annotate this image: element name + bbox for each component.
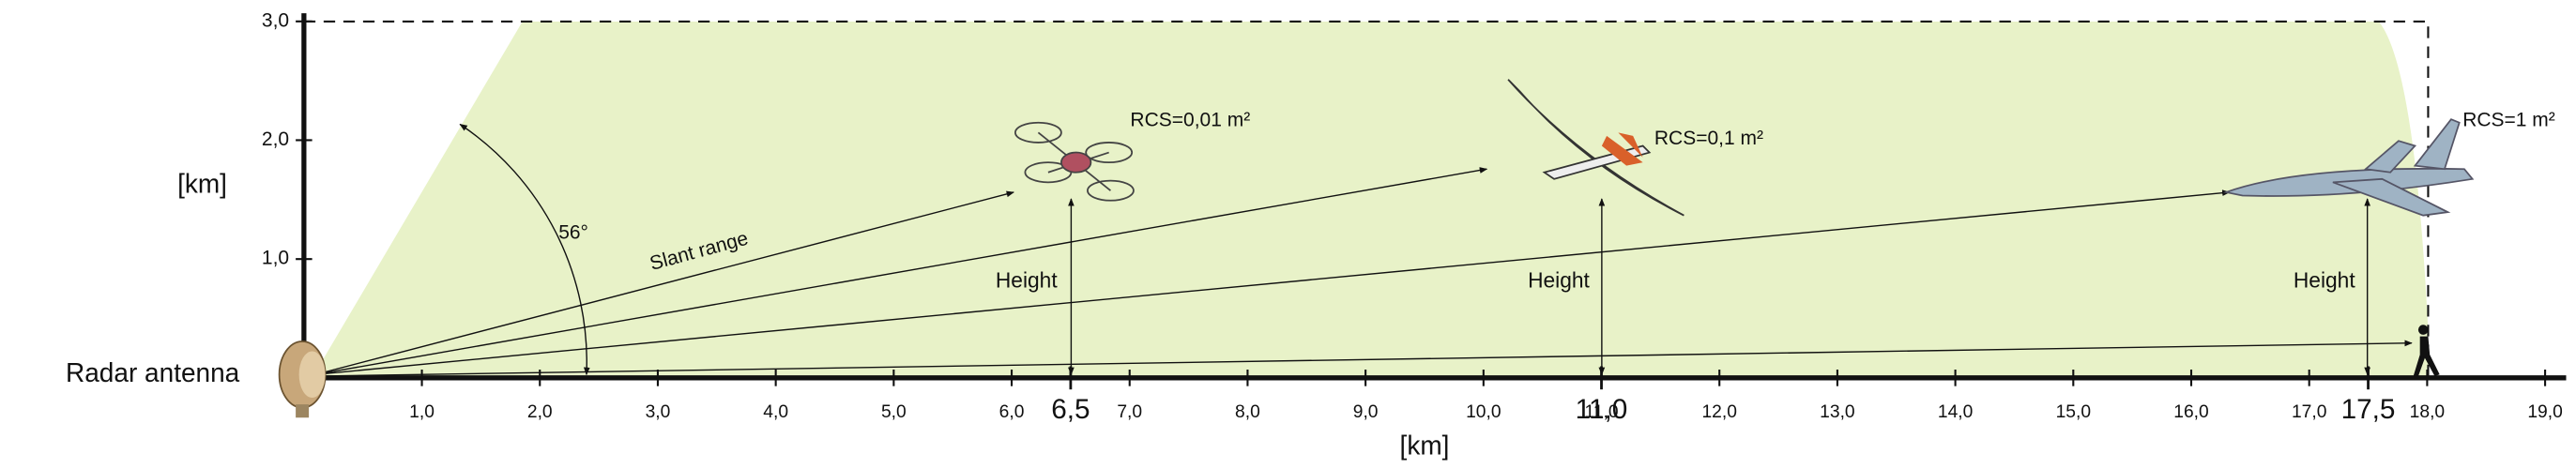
radar-icon	[278, 340, 327, 418]
jet-icon	[2222, 118, 2475, 217]
x-tick-label: 9,0	[1353, 401, 1379, 422]
coverage-area	[312, 21, 2429, 378]
ray	[315, 340, 2413, 377]
x-tick-label: 3,0	[646, 401, 671, 422]
radar-label: Radar antenna	[66, 358, 240, 387]
height-label: Height	[996, 267, 1058, 292]
ray	[314, 190, 1014, 375]
x-tick-label: 4,0	[763, 401, 788, 422]
rays	[314, 123, 2413, 377]
y-axis-label: [km]	[177, 169, 227, 198]
x-tick-label: 10,0	[1466, 401, 1501, 422]
x-tick-label: 17,0	[2292, 401, 2326, 422]
x-axis-label: [km]	[1400, 431, 1450, 460]
y-tick-label: 1,0	[262, 248, 289, 269]
x-tick-label: 19,0	[2527, 401, 2562, 422]
x-tick-label: 6,0	[999, 401, 1025, 422]
glider-icon	[1507, 79, 1684, 217]
x-tick-label-highlight: 6,5	[1051, 394, 1090, 425]
rcs-label: RCS=1 m²	[2462, 109, 2555, 130]
person-icon	[2413, 325, 2440, 377]
ray	[315, 189, 2231, 375]
x-tick-label: 12,0	[1701, 401, 1736, 422]
y-tick-label: 2,0	[262, 129, 289, 150]
angle-label: 56°	[558, 222, 588, 244]
x-tick-label: 16,0	[2173, 401, 2208, 422]
x-tick-label: 15,0	[2056, 401, 2091, 422]
x-tick-label: 18,0	[2410, 401, 2445, 422]
x-tick-label: 11,0	[1585, 401, 1619, 422]
x-tick-label: 2,0	[527, 401, 553, 422]
x-tick-label-highlight: 17,5	[2341, 394, 2396, 425]
drone-icon	[1014, 121, 1135, 202]
x-tick-label: 7,0	[1117, 401, 1142, 422]
x-tick-label: 8,0	[1235, 401, 1260, 422]
x-tick-label-highlight: 11,0	[1576, 394, 1628, 425]
height-label: Height	[2294, 267, 2355, 292]
x-tick-label: 5,0	[881, 401, 907, 422]
height-label: Height	[1528, 267, 1590, 292]
x-tick-label: 13,0	[1820, 401, 1854, 422]
rcs-label: RCS=0,1 m²	[1654, 128, 1763, 149]
x-tick-label: 14,0	[1938, 401, 1973, 422]
angle-arc	[459, 123, 590, 376]
y-tick-label: 3,0	[262, 9, 289, 31]
x-tick-label: 1,0	[409, 401, 434, 422]
rcs-label: RCS=0,01 m²	[1130, 109, 1250, 130]
